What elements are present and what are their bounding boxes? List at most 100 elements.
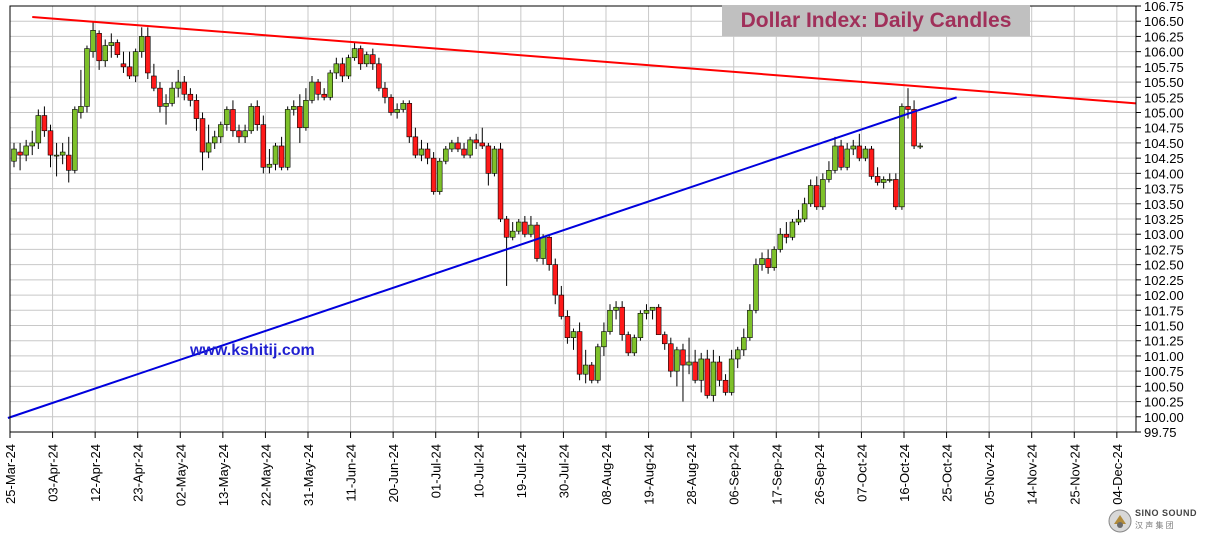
x-tick-label: 01-Jul-24 [429, 444, 444, 498]
candle [497, 142, 504, 223]
candle-body-up [78, 106, 84, 113]
y-tick-label: 101.00 [1144, 349, 1184, 364]
candle [862, 145, 869, 162]
candle-body-down [692, 361, 698, 381]
y-tick-label: 104.75 [1144, 121, 1184, 136]
logo-subtext: 汉 声 集 团 [1135, 521, 1174, 530]
candle-body-down [911, 109, 917, 147]
candle [449, 139, 455, 153]
candle-body-up [35, 115, 42, 144]
trendline [32, 15, 1137, 105]
candle [826, 161, 832, 183]
x-tick-label: 19-Jul-24 [514, 444, 529, 498]
website-watermark: www.kshitij.com [190, 342, 315, 359]
candle [351, 42, 358, 61]
candle [534, 222, 540, 262]
candle [601, 322, 607, 356]
candle [187, 88, 194, 107]
candle [230, 100, 236, 137]
candle [151, 63, 157, 92]
y-tick-label: 103.00 [1144, 227, 1184, 242]
candle-body-down [558, 294, 565, 317]
candle-body-up [540, 236, 546, 259]
y-tick-label: 104.00 [1144, 166, 1184, 181]
candle-body-down [503, 218, 510, 238]
x-tick-label: 12-Apr-24 [88, 444, 103, 502]
candle [856, 133, 863, 162]
candle-body-up [832, 145, 838, 171]
candle-body-up [601, 331, 607, 348]
x-tick-label: 28-Aug-24 [684, 444, 699, 505]
candle-body-down [193, 100, 200, 119]
candle [102, 39, 108, 67]
candle-body-up [887, 179, 893, 181]
candle-body-up [631, 337, 638, 354]
candle [564, 310, 571, 344]
candle-body-up [747, 309, 753, 338]
candle-body-up [102, 45, 108, 62]
candle-body-up [59, 151, 66, 156]
candle-body-up [29, 142, 35, 147]
candle [357, 45, 364, 70]
candle [242, 124, 248, 143]
candle-body-up [248, 106, 254, 132]
y-tick-label: 103.75 [1144, 182, 1184, 197]
x-tick-label: 26-Sep-24 [812, 444, 827, 505]
candle [807, 179, 814, 207]
candle-body-down [661, 334, 668, 345]
candle-body-up [674, 349, 680, 372]
candle [333, 57, 340, 80]
x-tick-label: 23-Apr-24 [131, 444, 146, 502]
candle-body-down [576, 331, 583, 375]
y-tick-label: 106.00 [1144, 45, 1184, 60]
candle-body-down [260, 124, 267, 168]
candle-body-up [211, 136, 218, 144]
candle-body-down [479, 142, 486, 147]
candle-body-up [649, 306, 656, 311]
candle [35, 109, 42, 150]
candle-body-down [145, 36, 151, 74]
candle [850, 139, 856, 156]
x-tick-label: 30-Jul-24 [556, 444, 571, 498]
candle [370, 48, 376, 70]
candle [747, 304, 753, 341]
candle-body-up [242, 130, 248, 138]
candle [516, 219, 522, 235]
y-tick-label: 105.00 [1144, 106, 1184, 121]
candle [284, 106, 291, 171]
candle [169, 82, 175, 107]
candle [868, 145, 875, 180]
candle-body-down [546, 236, 552, 265]
candle-body-down [893, 179, 899, 208]
y-tick-labels: 99.75100.00100.25100.50100.75101.00101.2… [1144, 0, 1184, 440]
x-tick-label: 16-Oct-24 [897, 444, 912, 502]
candle-body-up [844, 148, 850, 168]
candle-body-up [303, 100, 309, 129]
y-tick-label: 102.75 [1144, 242, 1184, 257]
chart-title: Dollar Index: Daily Candles [740, 9, 1012, 32]
y-tick-label: 99.75 [1144, 425, 1177, 440]
y-tick-label: 102.00 [1144, 288, 1184, 303]
candle [753, 258, 759, 314]
y-tick-label: 106.75 [1144, 0, 1184, 14]
candle [66, 136, 72, 183]
candle [874, 167, 881, 186]
candle-body-up [698, 358, 704, 381]
x-tick-label: 02-May-24 [173, 444, 188, 506]
candle [90, 21, 96, 58]
candle [248, 103, 254, 134]
candle [485, 142, 492, 186]
candle-body-down [722, 379, 729, 393]
candle [783, 222, 790, 244]
y-tick-label: 104.50 [1144, 136, 1184, 151]
candle [260, 115, 267, 174]
candle-body-down [868, 148, 875, 177]
candle [893, 173, 899, 210]
candle [199, 112, 206, 171]
candle [582, 349, 589, 384]
candle [631, 334, 638, 356]
y-tick-label: 100.25 [1144, 395, 1184, 410]
candle [765, 249, 771, 274]
candle-body-up [418, 148, 425, 156]
candle [84, 45, 90, 113]
